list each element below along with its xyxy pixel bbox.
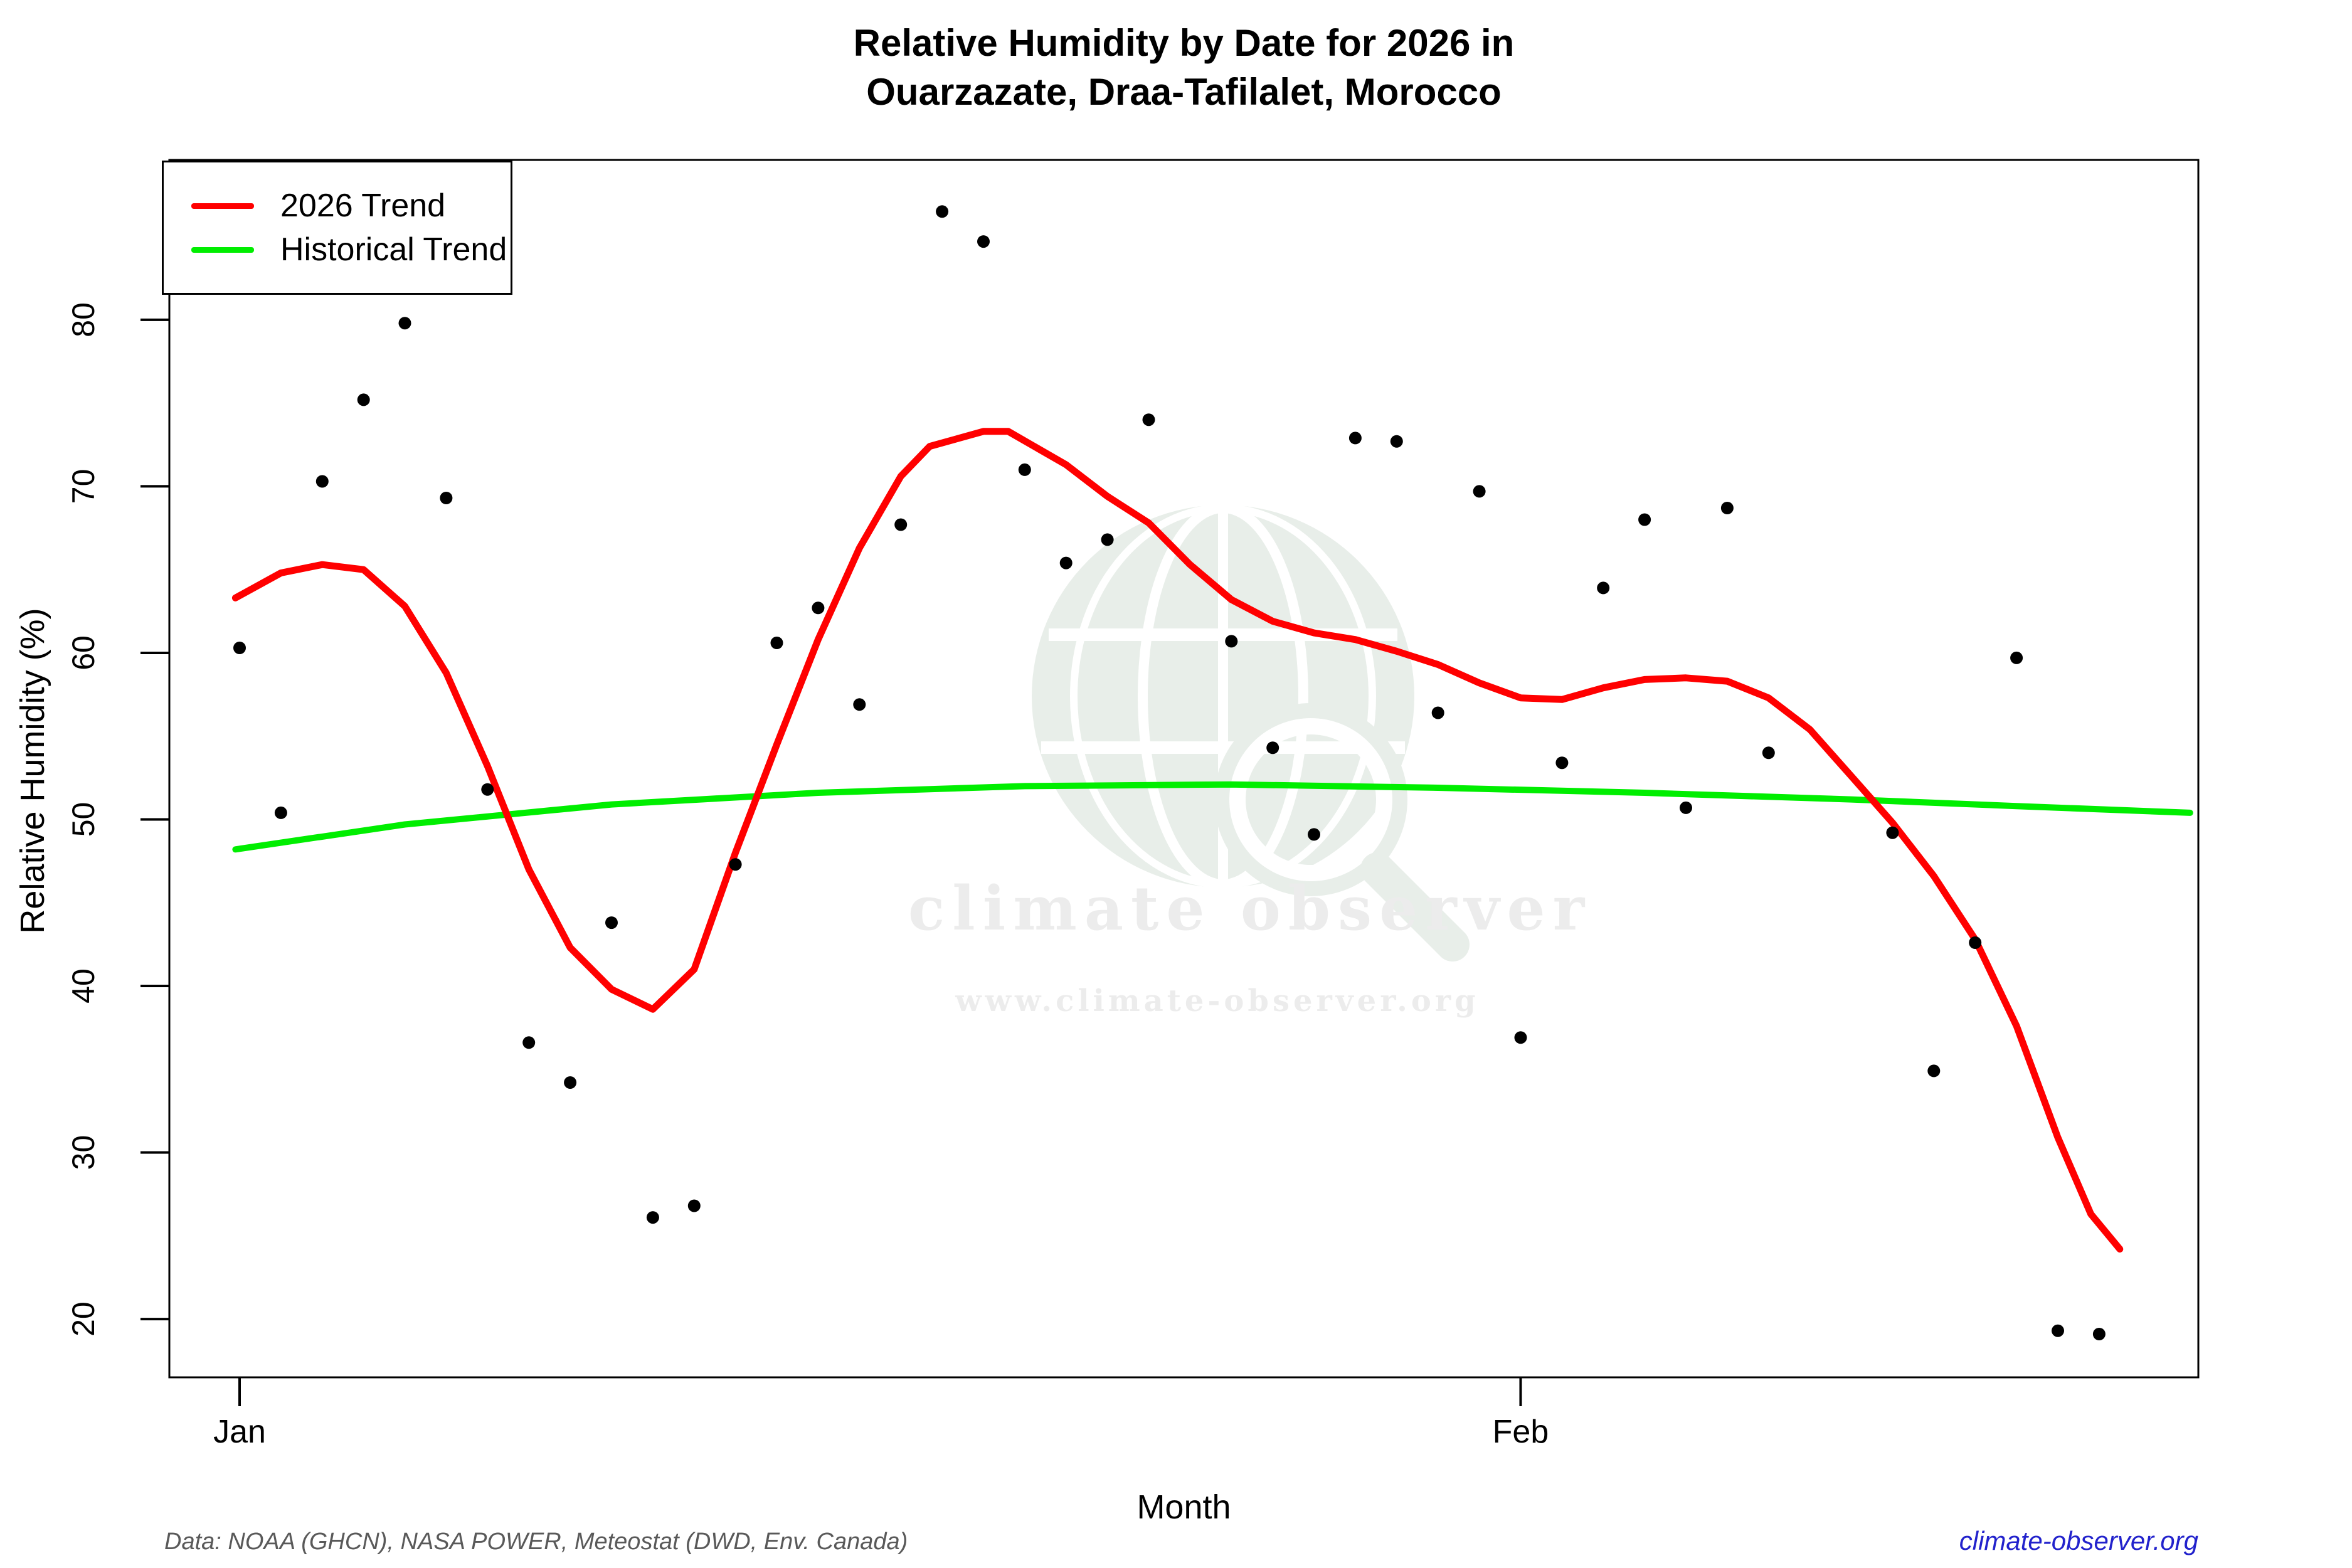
- data-point: [1969, 936, 1982, 949]
- data-point: [1638, 513, 1651, 526]
- data-point: [770, 637, 783, 649]
- legend-line-historical-trend-icon: [191, 246, 254, 253]
- legend-item-historical-trend: Historical Trend: [164, 228, 511, 272]
- y-tick-label: 30: [66, 1135, 101, 1170]
- data-point: [1597, 581, 1610, 595]
- data-point: [646, 1211, 659, 1224]
- data-point: [398, 317, 411, 330]
- magnifier-lens-icon: [1228, 717, 1394, 882]
- data-point: [481, 783, 494, 796]
- data-point: [522, 1036, 536, 1049]
- data-point: [1431, 706, 1444, 719]
- data-point: [1142, 413, 1155, 426]
- data-point: [274, 806, 287, 819]
- data-point: [315, 475, 329, 488]
- data-point: [1059, 556, 1073, 569]
- y-tick-label: 40: [66, 968, 101, 1004]
- data-point: [729, 858, 742, 871]
- data-point: [687, 1199, 701, 1212]
- trend-line-2026: [231, 428, 2124, 1253]
- data-point: [357, 393, 370, 406]
- data-point: [853, 698, 866, 711]
- plot-border: [168, 159, 2200, 1379]
- data-point: [1018, 463, 1031, 476]
- data-point: [1927, 1064, 1941, 1078]
- data-point: [1720, 502, 1734, 514]
- data-point: [1348, 432, 1362, 445]
- y-tick-label: 60: [66, 635, 101, 670]
- chart-title-line2: Ouarzazate, Draa-Tafilalet, Morocco: [866, 71, 1502, 113]
- y-tick-label: 70: [66, 469, 101, 504]
- data-point: [1473, 485, 1486, 498]
- data-point: [894, 518, 908, 531]
- data-point: [1555, 756, 1569, 770]
- watermark-url-text: www.climate-observer.org: [955, 983, 1479, 1019]
- chart-title-line1: Relative Humidity by Date for 2026 in: [853, 22, 1515, 64]
- y-tick-label: 80: [66, 302, 101, 337]
- data-point: [233, 642, 246, 654]
- watermark-globe-icon: [1032, 503, 1470, 961]
- legend-line-2026-trend-icon: [191, 203, 254, 209]
- legend-label-historical-trend: Historical Trend: [280, 231, 507, 268]
- y-tick-label: 50: [66, 802, 101, 837]
- site-link[interactable]: climate-observer.org: [1959, 1526, 2198, 1555]
- chart-title: Relative Humidity by Date for 2026 in Ou…: [169, 19, 2198, 117]
- data-point: [1266, 741, 1279, 755]
- magnifier-lens-ring-icon: [1214, 703, 1407, 896]
- data-point: [1514, 1031, 1527, 1044]
- data-point: [1680, 801, 1692, 814]
- data-point: [1762, 746, 1775, 760]
- plot-area: Jan Feb 20 30 40 50 60 70 80: [66, 159, 2200, 1450]
- data-point: [1886, 826, 1899, 839]
- data-point: [564, 1076, 577, 1089]
- data-point: [2092, 1328, 2106, 1340]
- y-axis-title: Relative Humidity (%): [14, 608, 51, 934]
- y-tick-label: 20: [66, 1301, 101, 1337]
- data-point: [1225, 635, 1238, 648]
- trend-line-historical: [232, 781, 2193, 853]
- data-point: [1390, 435, 1403, 448]
- legend: 2026 Trend Historical Trend: [162, 161, 512, 295]
- data-source-note: Data: NOAA (GHCN), NASA POWER, Meteostat…: [164, 1528, 908, 1555]
- legend-item-2026-trend: 2026 Trend: [164, 184, 511, 228]
- data-point: [936, 205, 949, 218]
- x-axis-title: Month: [1136, 1488, 1231, 1526]
- data-point: [2010, 651, 2023, 664]
- legend-label-2026-trend: 2026 Trend: [280, 188, 446, 224]
- data-point: [1101, 533, 1114, 546]
- x-tick-label: Jan: [213, 1414, 266, 1450]
- data-point: [812, 601, 825, 615]
- x-tick-label: Feb: [1493, 1414, 1549, 1450]
- data-point: [977, 235, 990, 248]
- data-point: [440, 492, 453, 504]
- data-point: [1308, 828, 1320, 841]
- data-point: [605, 916, 618, 930]
- data-point: [2052, 1324, 2064, 1337]
- watermark-brand-text: climate observer: [908, 873, 1592, 944]
- magnifier-handle-icon: [1360, 852, 1470, 961]
- globe-meridian-ellipse: [1070, 504, 1376, 888]
